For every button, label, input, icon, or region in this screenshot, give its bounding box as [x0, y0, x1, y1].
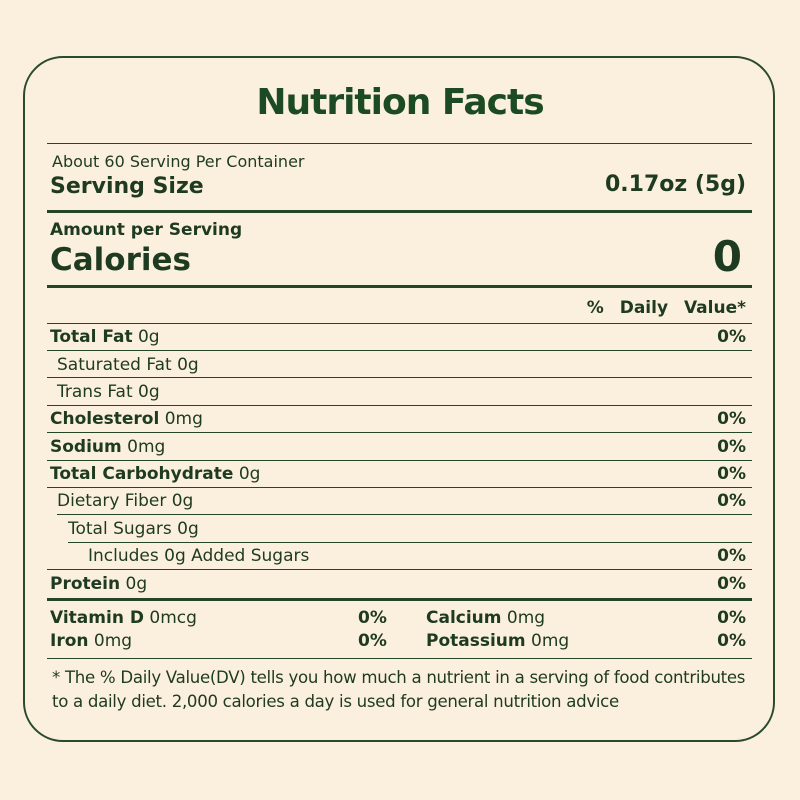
- divider: [47, 658, 752, 659]
- divider: [47, 405, 752, 406]
- dv-cholesterol: 0%: [717, 409, 746, 429]
- nutrient-row-trans-fat: Trans Fat 0g: [57, 382, 160, 402]
- divider: [47, 350, 752, 351]
- divider: [57, 514, 752, 515]
- divider: [47, 143, 752, 144]
- serving-size-value: 0.17oz (5g): [604, 172, 746, 197]
- dv-dietary-fiber: 0%: [717, 491, 746, 511]
- divider: [47, 377, 752, 378]
- divider: [47, 569, 752, 570]
- nutrient-row-total-sugars: Total Sugars 0g: [68, 519, 199, 539]
- dv-total-carbohydrate: 0%: [717, 464, 746, 484]
- servings-per-container: About 60 Serving Per Container: [52, 152, 305, 171]
- page-title: Nutrition Facts: [256, 82, 544, 123]
- dv-sodium: 0%: [717, 437, 746, 457]
- serving-size-label: Serving Size: [50, 174, 204, 199]
- dv-iron: 0%: [358, 631, 387, 651]
- calories-value: 0: [712, 232, 742, 281]
- amount-per-serving: Amount per Serving: [50, 220, 243, 240]
- nutrient-row-cholesterol: Cholesterol 0mg: [50, 409, 203, 429]
- vitamin-d: Vitamin D 0mcg: [50, 608, 197, 628]
- nutrient-row-added-sugars: Includes 0g Added Sugars: [88, 546, 310, 566]
- dv-total-fat: 0%: [717, 327, 746, 347]
- nutrient-row-sodium: Sodium 0mg: [50, 437, 166, 457]
- divider: [47, 323, 752, 324]
- divider: [47, 460, 752, 461]
- nutrient-row-protein: Protein 0g: [50, 574, 148, 594]
- nutrient-row-dietary-fiber: Dietary Fiber 0g: [57, 491, 194, 511]
- footnote-line-2: to a daily diet. 2,000 calories a day is…: [52, 692, 619, 711]
- divider: [47, 487, 752, 488]
- potassium: Potassium 0mg: [426, 631, 570, 651]
- dv-vitamin-d: 0%: [358, 608, 387, 628]
- nutrient-row-saturated-fat: Saturated Fat 0g: [57, 355, 199, 375]
- divider-thick: [47, 285, 752, 288]
- dv-potassium: 0%: [717, 631, 746, 651]
- iron: Iron 0mg: [50, 631, 133, 651]
- dv-protein: 0%: [717, 574, 746, 594]
- dv-added-sugars: 0%: [717, 546, 746, 566]
- calcium: Calcium 0mg: [426, 608, 546, 628]
- divider-thick: [47, 210, 752, 213]
- dv-calcium: 0%: [717, 608, 746, 628]
- label-border: [23, 56, 775, 742]
- daily-value-header: % Daily Value*: [586, 298, 746, 318]
- calories-label: Calories: [50, 242, 191, 278]
- footnote-line-1: * The % Daily Value(DV) tells you how mu…: [52, 668, 746, 687]
- divider: [68, 542, 752, 543]
- nutrient-row-total-fat: Total Fat 0g: [50, 327, 160, 347]
- divider-thick: [47, 598, 752, 601]
- nutrient-row-total-carbohydrate: Total Carbohydrate 0g: [50, 464, 261, 484]
- divider: [47, 432, 752, 433]
